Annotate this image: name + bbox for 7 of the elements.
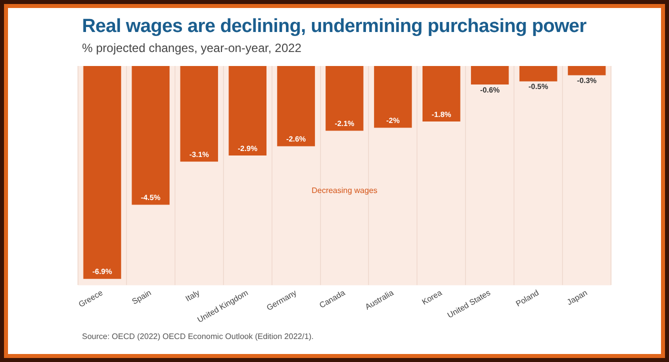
x-tick-label: Italy	[184, 288, 202, 304]
chart-title: Real wages are declining, undermining purchasing power	[82, 16, 586, 38]
chart-subtitle: % projected changes, year-on-year, 2022	[82, 41, 302, 55]
annotation: Decreasing wages	[312, 186, 378, 196]
x-tick-label: Spain	[130, 288, 153, 306]
source-note: Source: OECD (2022) OECD Economic Outlook (Edition 2022/1).	[82, 332, 314, 341]
x-tick-label: Korea	[420, 288, 444, 307]
